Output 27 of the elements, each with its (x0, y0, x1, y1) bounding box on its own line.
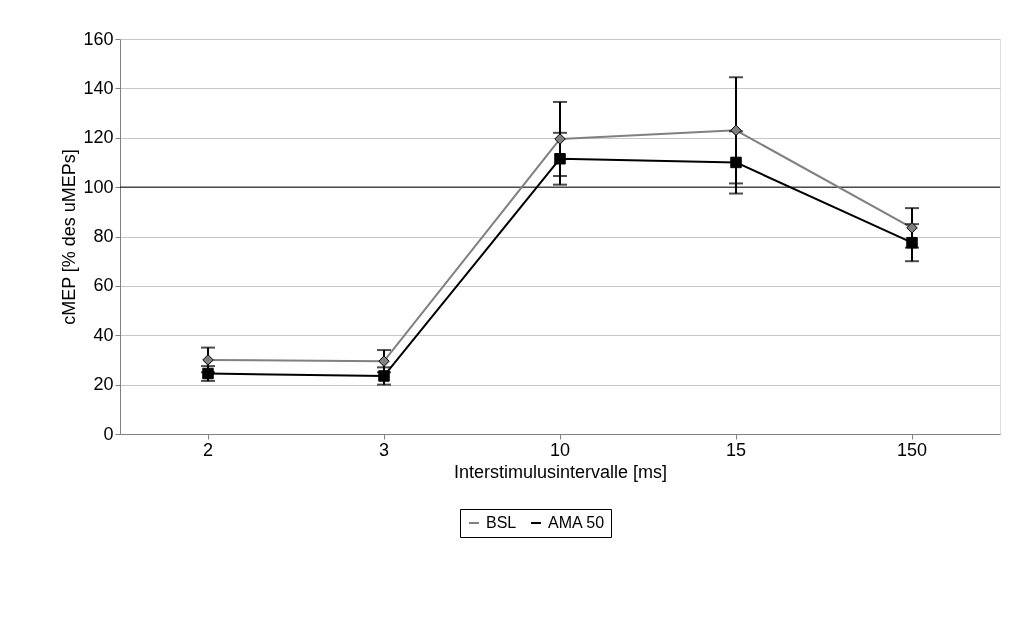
point (730, 124, 742, 137)
point (378, 355, 390, 367)
y-tick-label: 100 (83, 176, 114, 197)
y-tick-label: 60 (93, 275, 114, 296)
y-tick-label: 40 (93, 324, 114, 345)
point (906, 222, 918, 234)
y-tick-label: 20 (93, 374, 114, 395)
x-tick-label: 2 (202, 439, 214, 460)
x-tick-label: 150 (896, 439, 928, 460)
y-tick-label: 0 (103, 423, 114, 444)
legend-label: BSL (486, 514, 517, 531)
x-tick-label: 15 (725, 439, 747, 460)
y-tick-label: 160 (83, 28, 114, 49)
y-tick-label: 80 (93, 226, 114, 246)
point (554, 152, 566, 165)
x-axis-title: Interstimulusintervalle [ms] (453, 461, 668, 482)
y-tick-label: 140 (83, 77, 114, 98)
y-tick-label: 120 (83, 127, 114, 148)
point (202, 354, 214, 366)
point (378, 370, 390, 382)
point (730, 156, 742, 169)
x-tick-label: 10 (549, 439, 571, 460)
x-tick-label: 3 (378, 439, 390, 460)
legend-label: AMA 50 (548, 514, 605, 531)
y-axis-title: cMEP [% des uMEPs] (59, 149, 80, 325)
point (906, 236, 918, 249)
point (554, 133, 566, 145)
